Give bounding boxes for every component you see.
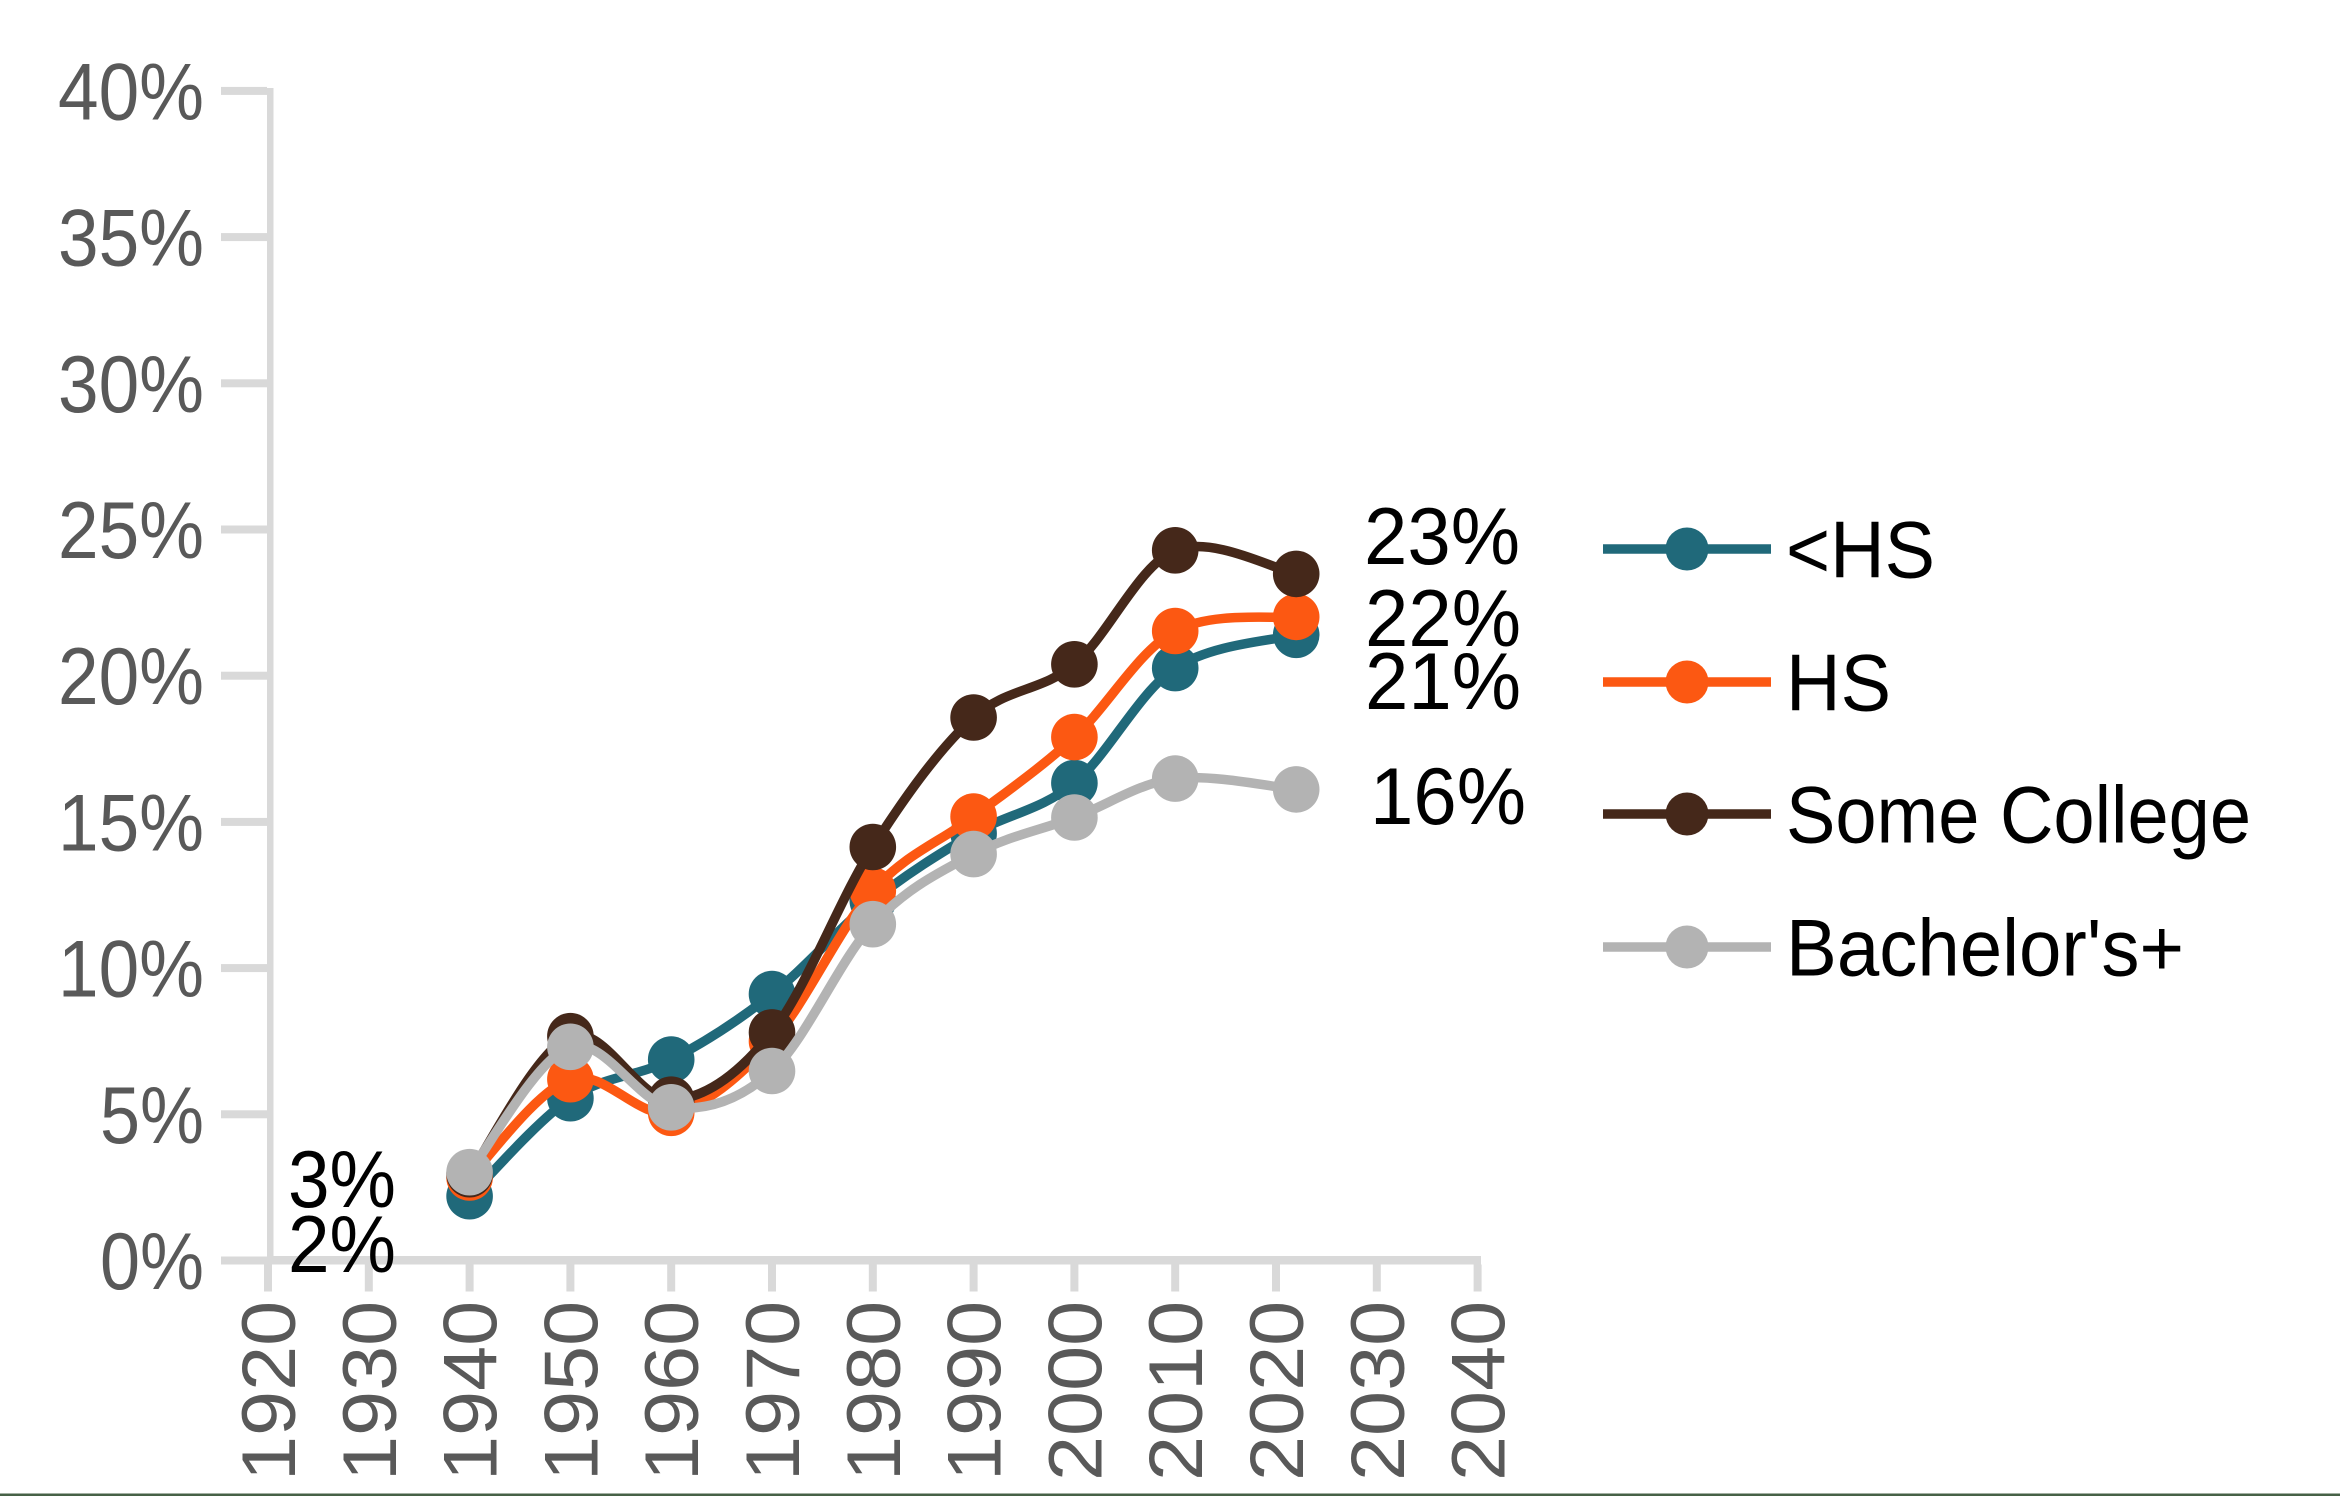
svg-text:35%: 35%: [58, 194, 204, 284]
svg-text:1940: 1940: [428, 1301, 513, 1481]
svg-text:1990: 1990: [932, 1301, 1017, 1481]
svg-text:21%: 21%: [1365, 637, 1521, 727]
svg-text:1980: 1980: [831, 1301, 916, 1481]
svg-text:Some College: Some College: [1786, 771, 2251, 861]
svg-text:2%: 2%: [288, 1200, 396, 1290]
svg-text:5%: 5%: [100, 1071, 204, 1161]
svg-text:25%: 25%: [58, 486, 204, 576]
svg-text:1950: 1950: [529, 1301, 614, 1481]
svg-text:1930: 1930: [327, 1301, 412, 1481]
svg-text:Bachelor's+: Bachelor's+: [1786, 904, 2184, 994]
svg-text:16%: 16%: [1370, 752, 1526, 842]
svg-text:2000: 2000: [1033, 1301, 1118, 1481]
svg-text:3%: 3%: [288, 1135, 396, 1225]
svg-text:40%: 40%: [58, 47, 204, 137]
svg-text:2010: 2010: [1133, 1301, 1218, 1481]
svg-text:15%: 15%: [58, 778, 204, 868]
svg-text:2020: 2020: [1234, 1301, 1319, 1481]
svg-text:2030: 2030: [1335, 1301, 1420, 1481]
svg-text:22%: 22%: [1365, 574, 1521, 664]
svg-text:23%: 23%: [1364, 492, 1520, 582]
svg-text:1970: 1970: [730, 1301, 815, 1481]
svg-text:20%: 20%: [58, 632, 204, 722]
svg-text:0%: 0%: [100, 1217, 204, 1307]
svg-text:1960: 1960: [629, 1301, 714, 1481]
svg-text:HS: HS: [1786, 639, 1891, 729]
svg-text:<HS: <HS: [1786, 506, 1935, 596]
svg-text:1920: 1920: [226, 1301, 311, 1481]
svg-text:2040: 2040: [1436, 1301, 1521, 1481]
svg-text:10%: 10%: [58, 925, 204, 1015]
svg-text:30%: 30%: [58, 340, 204, 430]
